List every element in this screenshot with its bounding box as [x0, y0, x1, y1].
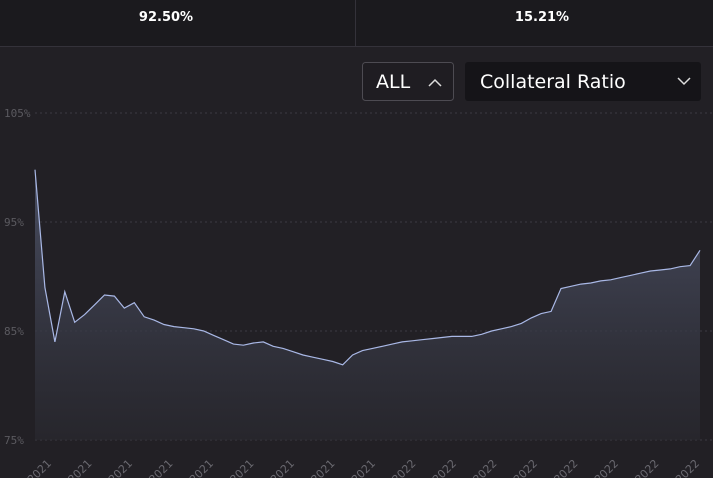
- range-button[interactable]: [362, 62, 454, 101]
- range-select[interactable]: ALL: [362, 62, 454, 101]
- x-tick-label: 2022: [633, 457, 662, 478]
- y-tick-label: 85%: [4, 325, 24, 338]
- metric-select[interactable]: Collateral Ratio: [465, 62, 701, 101]
- y-tick-label: 105%: [4, 107, 31, 120]
- x-tick-label: 2022: [471, 457, 500, 478]
- x-tick-label: 2021: [25, 457, 54, 478]
- x-tick-label: 2022: [390, 457, 419, 478]
- chevron-down: [677, 77, 691, 86]
- x-tick-label: 2022: [430, 457, 459, 478]
- x-tick-label: 2021: [187, 457, 216, 478]
- x-tick-label: 2022: [673, 457, 702, 478]
- x-tick-label: 2022: [592, 457, 621, 478]
- x-tick-label: 2021: [309, 457, 338, 478]
- range-label: ALL: [376, 71, 411, 93]
- x-tick-label: 2021: [228, 457, 257, 478]
- stat-value: 92.50%: [139, 10, 193, 25]
- stats-panel: [0, 0, 713, 46]
- area-fill: [35, 169, 700, 440]
- x-tick-label: 2021: [349, 457, 378, 478]
- stat-value: 15.21%: [515, 10, 569, 25]
- line: [34, 169, 701, 366]
- metric-button[interactable]: [465, 62, 701, 101]
- metric-label: Collateral Ratio: [480, 71, 626, 93]
- y-tick-label: 95%: [4, 216, 24, 229]
- y-tick-label: 75%: [4, 434, 24, 447]
- x-tick-label: 2021: [66, 457, 95, 478]
- chart: 105%95%85%75%2021 2021 2021 2021 2021 2021 202…: [4, 107, 713, 478]
- x-tick-label: 2021: [268, 457, 297, 478]
- x-tick-label: 2022: [511, 457, 540, 478]
- x-tick-label: 2021: [147, 457, 176, 478]
- x-tick-label: 2021: [106, 457, 135, 478]
- chevron-up: [428, 78, 442, 87]
- x-tick-label: 2022: [552, 457, 581, 478]
